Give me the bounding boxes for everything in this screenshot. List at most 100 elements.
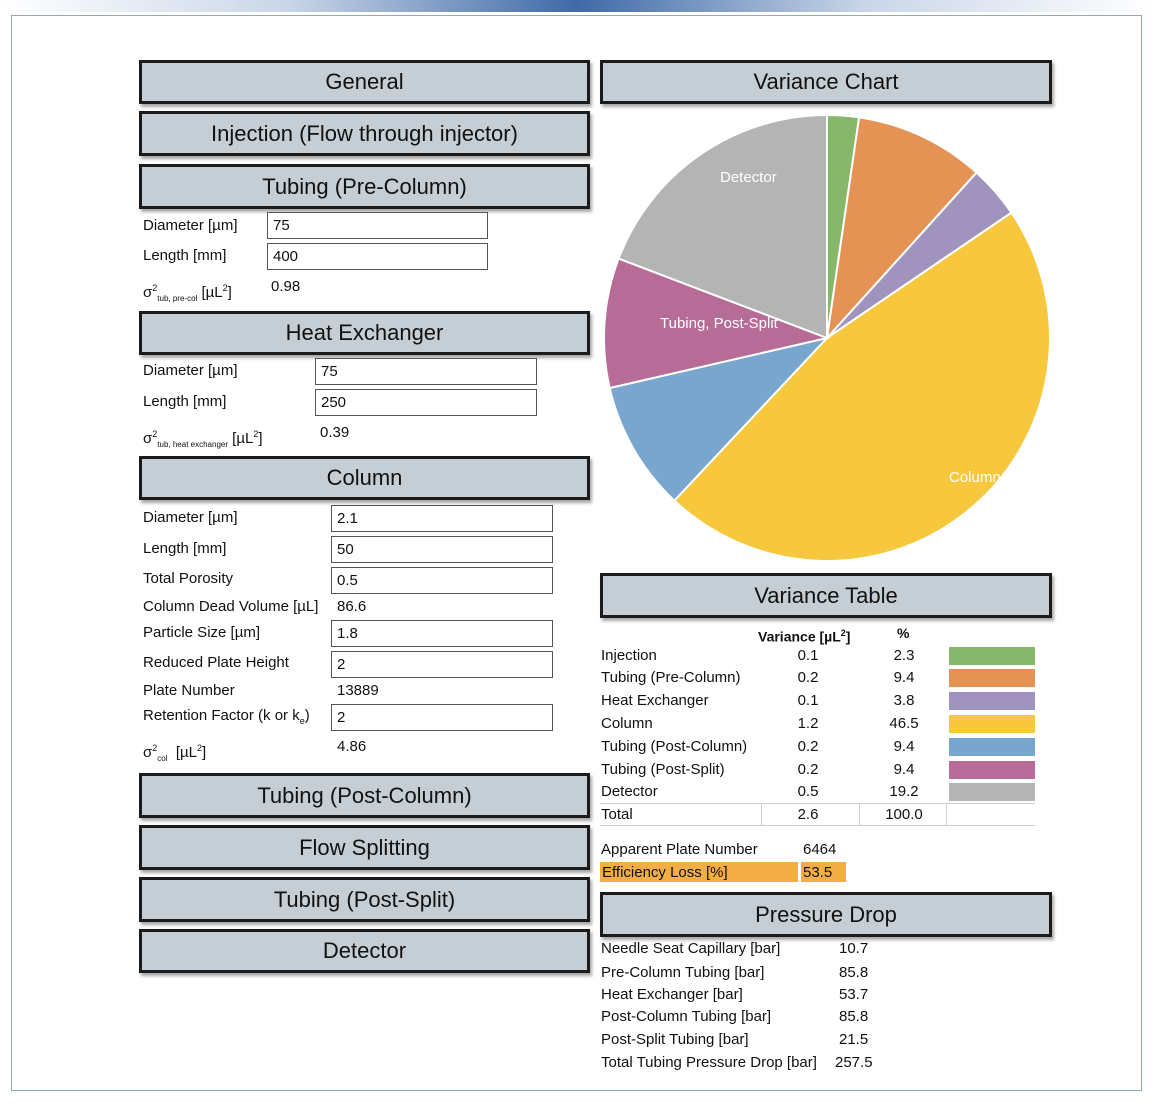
injection-section-button[interactable]: Injection (Flow through injector) (139, 111, 590, 156)
pressure-row-value: 85.8 (839, 964, 869, 981)
table-divider-3 (946, 803, 947, 825)
variance-row-value: 0.1 (797, 692, 819, 709)
flow-splitting-section-button[interactable]: Flow Splitting (139, 825, 590, 870)
pressure-row-value: 10.7 (839, 940, 869, 957)
variance-table-header: Variance Table (600, 573, 1052, 618)
total-bottom-line (600, 825, 1035, 826)
column-diameter-input[interactable] (331, 505, 553, 532)
table-divider-2 (859, 803, 860, 825)
detector-section-button[interactable]: Detector (139, 929, 590, 973)
total-variance: 2.6 (797, 806, 819, 823)
heat-exchanger-diameter-label: Diameter [µm] (143, 362, 238, 379)
heat-exchanger-length-label: Length [mm] (143, 393, 227, 410)
variance-column-header: Variance [µL2] (758, 628, 851, 645)
pressure-row-label: Needle Seat Capillary [bar] (601, 940, 781, 957)
column-particle-size-label: Particle Size [µm] (143, 624, 261, 641)
variance-row-color-swatch (949, 669, 1035, 687)
heat-exchanger-variance-label: σ2tub, heat exchanger [µL2] (143, 429, 263, 449)
apparent-plate-number-label: Apparent Plate Number (601, 841, 758, 858)
pressure-row-label: Post-Split Tubing [bar] (601, 1031, 749, 1048)
variance-row-name: Tubing (Post-Column) (601, 738, 748, 755)
tubing-pre-column-section-button[interactable]: Tubing (Pre-Column) (139, 164, 590, 209)
pressure-row-label: Pre-Column Tubing [bar] (601, 964, 765, 981)
pressure-drop-header: Pressure Drop (600, 892, 1052, 937)
column-section-button[interactable]: Column (139, 456, 590, 500)
pressure-row-value: 53.7 (839, 986, 869, 1003)
variance-row-percent: 9.4 (893, 761, 915, 778)
tubing-pre-diameter-input[interactable] (267, 212, 488, 239)
variance-row-percent: 3.8 (893, 692, 915, 709)
tubing-post-split-section-button[interactable]: Tubing (Post-Split) (139, 877, 590, 922)
column-variance-label: σ2col [µL2] (143, 743, 207, 763)
general-section-button[interactable]: General (139, 60, 590, 104)
total-label: Total (601, 806, 633, 823)
percent-column-header: % (897, 625, 910, 641)
table-divider-1 (761, 803, 762, 825)
pie-slice-column (672, 211, 1051, 562)
variance-row-percent: 2.3 (893, 647, 915, 664)
tubing-pre-length-label: Length [mm] (143, 247, 227, 264)
column-particle-size-input[interactable] (331, 620, 553, 647)
variance-row-name: Tubing (Post-Split) (601, 761, 725, 778)
pie-slice-tubing-post-column (608, 336, 830, 502)
column-plate-number-value: 13889 (337, 682, 379, 699)
column-length-input[interactable] (331, 536, 553, 563)
heat-exchanger-diameter-input[interactable] (315, 358, 537, 385)
variance-row-name: Injection (601, 647, 657, 664)
variance-row-color-swatch (949, 692, 1035, 710)
variance-row-percent: 9.4 (893, 669, 915, 686)
variance-row-color-swatch (949, 783, 1035, 801)
variance-row-name: Tubing (Pre-Column) (601, 669, 741, 686)
column-retention-factor-label: Retention Factor (k or ke) (143, 707, 310, 726)
efficiency-loss-value: 53.5 (803, 864, 833, 881)
tubing-pre-variance-label: σ2tub, pre-col [µL2] (143, 283, 232, 303)
total-separator (600, 803, 1035, 804)
variance-row-color-swatch (949, 761, 1035, 779)
column-reduced-plate-height-label: Reduced Plate Height (143, 654, 289, 671)
variance-row-name: Column (601, 715, 653, 732)
column-dead-volume-label: Column Dead Volume [µL] (143, 598, 319, 615)
heat-exchanger-length-input[interactable] (315, 389, 537, 416)
efficiency-loss-value-highlight (801, 862, 846, 882)
variance-row-name: Detector (601, 783, 658, 800)
pie-slice-tubing-pre-column (825, 116, 978, 342)
variance-row-value: 0.2 (797, 669, 819, 686)
pressure-row-label: Post-Column Tubing [bar] (601, 1008, 772, 1025)
heat-exchanger-section-button[interactable]: Heat Exchanger (139, 311, 590, 355)
pressure-row-value: 257.5 (835, 1054, 873, 1071)
column-retention-factor-input[interactable] (331, 704, 553, 731)
pressure-row-value: 85.8 (839, 1008, 869, 1025)
pie-slice-label: Detector (720, 169, 777, 186)
pressure-row-value: 21.5 (839, 1031, 869, 1048)
variance-row-value: 0.5 (797, 783, 819, 800)
column-porosity-label: Total Porosity (143, 570, 234, 587)
efficiency-loss-label: Efficiency Loss [%] (602, 864, 728, 881)
pressure-row-label: Total Tubing Pressure Drop [bar] (601, 1054, 817, 1071)
pressure-row-label: Heat Exchanger [bar] (601, 986, 743, 1003)
pie-slice-label: Column (949, 469, 1001, 486)
variance-row-percent: 19.2 (889, 783, 919, 800)
tubing-pre-length-input[interactable] (267, 243, 488, 270)
variance-row-color-swatch (949, 715, 1035, 733)
variance-row-value: 0.2 (797, 738, 819, 755)
efficiency-loss-label-highlight (600, 862, 798, 882)
variance-pie-chart: Column Tubing, Post-Split Detector (603, 113, 1051, 562)
column-reduced-plate-height-input[interactable] (331, 651, 553, 678)
variance-chart-header: Variance Chart (600, 60, 1052, 104)
variance-row-value: 1.2 (797, 715, 819, 732)
column-dead-volume-value: 86.6 (337, 598, 367, 615)
variance-row-name: Heat Exchanger (601, 692, 709, 709)
tubing-post-column-section-button[interactable]: Tubing (Post-Column) (139, 773, 590, 818)
total-percent: 100.0 (885, 806, 923, 823)
variance-row-percent: 9.4 (893, 738, 915, 755)
column-length-label: Length [mm] (143, 540, 227, 557)
column-porosity-input[interactable] (331, 567, 553, 594)
variance-row-value: 0.1 (797, 647, 819, 664)
column-plate-number-label: Plate Number (143, 682, 235, 699)
top-accent-bar (0, 0, 1154, 12)
variance-row-color-swatch (949, 647, 1035, 665)
tubing-pre-variance-value: 0.98 (271, 278, 301, 295)
variance-row-color-swatch (949, 738, 1035, 756)
heat-exchanger-variance-value: 0.39 (320, 424, 350, 441)
pie-slice-detector (617, 113, 828, 340)
